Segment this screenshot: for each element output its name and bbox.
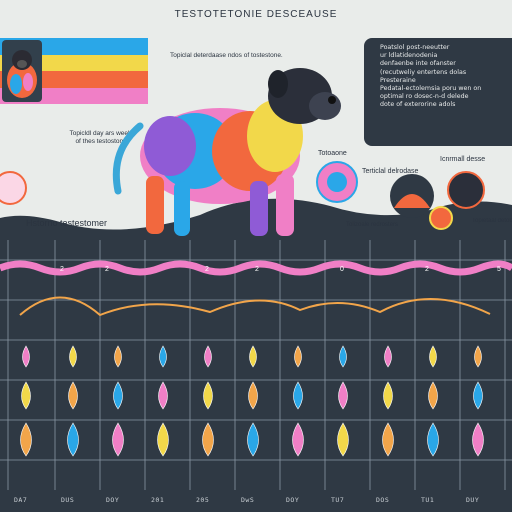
- hormone-drop: [473, 381, 483, 410]
- legend-item: denfaenbe inte ofanster: [380, 60, 506, 68]
- section-label: Hstorno testestomer: [26, 218, 108, 228]
- x-axis-label: DwS: [241, 496, 255, 504]
- hormone-drop: [248, 381, 258, 410]
- hormone-drop: [68, 381, 78, 410]
- hormone-drop: [20, 422, 32, 457]
- legend-item: Poatslol post-neeutter: [380, 44, 506, 52]
- legend-item: ur ldlatidenodenia: [380, 52, 506, 60]
- timeline-number: 2: [425, 266, 429, 273]
- hormone-drop: [429, 345, 437, 368]
- hormone-drop: [428, 381, 438, 410]
- hormone-drop: [247, 422, 259, 457]
- x-axis-label: DUS: [61, 496, 75, 504]
- hormone-drop: [202, 422, 214, 457]
- timeline-panel: [0, 190, 512, 512]
- circle-sub: Tolizoale redrosters: [346, 222, 399, 228]
- hormone-drop: [113, 381, 123, 410]
- timeline-number: 2: [255, 266, 259, 273]
- x-axis-label: DUY: [466, 496, 480, 504]
- hormone-drop: [383, 381, 393, 410]
- hormone-drop: [203, 381, 213, 410]
- x-axis-label: 201: [151, 496, 165, 504]
- dog-thumbnail: [2, 40, 42, 102]
- hormone-drop: [474, 345, 482, 368]
- hormone-drop: [249, 345, 257, 368]
- hormone-drop: [339, 345, 347, 368]
- hormone-drop: [292, 422, 304, 457]
- dog-illustration: [112, 68, 341, 236]
- hormone-drop: [384, 345, 392, 368]
- hormone-drop: [112, 422, 124, 457]
- left-note: Topicldl day ars weeks of thes testoston…: [69, 130, 135, 145]
- x-axis-label: DOS: [376, 496, 390, 504]
- hormone-drop: [157, 422, 169, 457]
- hormone-drop: [294, 345, 302, 368]
- legend-item: Pedatal-ectolemsia poru wen on: [380, 85, 506, 93]
- circle-sub: Topietaal detoble: [472, 218, 512, 224]
- x-axis-label: TU7: [331, 496, 345, 504]
- hormone-drop: [338, 381, 348, 410]
- hormone-drop: [382, 422, 394, 457]
- x-axis-label: DA7: [14, 496, 28, 504]
- timeline-band: [0, 260, 512, 276]
- circle-row: [0, 161, 485, 230]
- circle-label: Totoaone: [318, 150, 347, 157]
- legend-item: (recutweliy entertens dolas: [380, 69, 506, 77]
- legend-item: optimal ro dosec-n-d delede: [380, 93, 506, 101]
- hormone-drop: [158, 381, 168, 410]
- timeline-grid: [0, 240, 512, 490]
- hormone-curve: [19, 296, 491, 317]
- x-axis-label: DOY: [106, 496, 120, 504]
- hormone-drop: [472, 422, 484, 457]
- legend-panel: Poatslol post-neeutter ur ldlatidenodeni…: [364, 38, 512, 146]
- x-axis-label: DOY: [286, 496, 300, 504]
- legend-item: dote of exterorine adols: [380, 101, 506, 109]
- circle-label: Icnrmall desse: [440, 156, 486, 163]
- hormone-drop: [293, 381, 303, 410]
- hormone-drop: [21, 381, 31, 410]
- timeline-number: 2: [60, 266, 64, 273]
- hormone-drop: [427, 422, 439, 457]
- timeline-number: 0: [340, 266, 344, 273]
- timeline-number: 2: [205, 266, 209, 273]
- circle-label: Terticlal delrodase: [362, 168, 419, 175]
- timeline-number: 5: [497, 266, 501, 273]
- hormone-drop: [159, 345, 167, 368]
- hormone-drop: [22, 345, 30, 368]
- legend-item: Presteraine: [380, 77, 506, 85]
- hormone-drop: [337, 422, 349, 457]
- x-axis-label: 205: [196, 496, 210, 504]
- top-note: Topiclal deterdaase ndos of tostestone.: [170, 52, 283, 59]
- hormone-drop: [114, 345, 122, 368]
- x-axis-label: TU1: [421, 496, 435, 504]
- page-title: TESTOTETONIE DESCEAUSE: [174, 9, 338, 20]
- timeline-number: 2: [105, 266, 109, 273]
- hormone-drop: [204, 345, 212, 368]
- hormone-drop: [67, 422, 79, 457]
- hormone-drop: [69, 345, 77, 368]
